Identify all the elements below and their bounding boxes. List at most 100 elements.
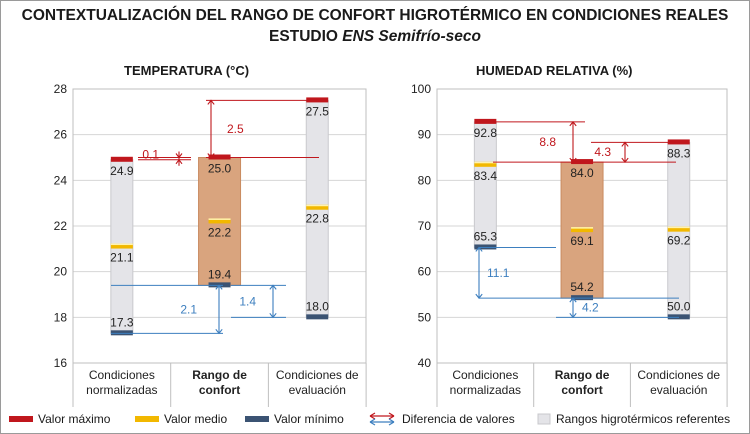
hum-ytick-label: 60	[418, 265, 432, 279]
temp-ytick-label: 18	[54, 310, 68, 324]
temp-marker-mid-highlight	[110, 243, 133, 246]
hum-diff-arrow-head	[621, 141, 629, 163]
legend-min-swatch	[245, 416, 269, 422]
hum-value-label-max: 88.3	[667, 146, 691, 160]
hum-marker-mid-highlight	[667, 226, 690, 229]
hum-plot-frame	[436, 88, 728, 364]
temp-diff-label: 0.1	[142, 148, 159, 162]
hum-marker-max	[667, 139, 690, 145]
hum-diff-label: 4.2	[582, 301, 599, 315]
hum-ytick-label: 50	[418, 310, 432, 324]
temp-value-label-max: 27.5	[306, 104, 330, 118]
hum-category-label: Condiciones	[452, 368, 518, 382]
temp-ytick-label: 28	[54, 82, 68, 96]
figure-title: CONTEXTUALIZACIÓN DEL RANGO DE CONFORT H…	[21, 7, 729, 24]
figure-subtitle: ESTUDIO ENS Semifrío-seco	[1, 28, 749, 46]
hum-diff-label: 11.1	[487, 266, 510, 280]
temp-ytick-label: 16	[54, 356, 68, 370]
hum-category-label: evaluación	[650, 383, 707, 397]
legend-mid: Valor medio	[135, 412, 227, 426]
temp-value-label-min: 17.3	[110, 315, 134, 329]
hum-marker-mid	[474, 161, 497, 167]
hum-category-label: Rango de	[555, 368, 610, 382]
legend-mid-swatch	[135, 416, 159, 422]
hum-category-label: confort	[561, 383, 602, 397]
legend-diff-arrows-icon	[369, 412, 395, 426]
temp-ytick-label: 20	[54, 265, 68, 279]
legend: Valor máximo Valor medio Valor mínimo Di…	[1, 408, 749, 430]
subtitle-prefix: ESTUDIO	[269, 28, 343, 45]
hum-ytick-label: 100	[411, 82, 431, 96]
temp-value-label-mid: 21.1	[110, 251, 134, 265]
temp-ytick-label: 26	[54, 128, 68, 142]
hum-category-label: normalizadas	[450, 383, 521, 397]
legend-diff-label: Diferencia de valores	[402, 412, 515, 426]
hum-category-label: Condiciones de	[637, 368, 720, 382]
hum-value-label-max: 84.0	[570, 166, 594, 180]
hum-ytick-label: 40	[418, 356, 432, 370]
hum-diff-label: 4.3	[594, 145, 611, 159]
hum-value-label-max: 92.8	[474, 126, 498, 140]
temp-value-label-min: 19.4	[208, 267, 232, 281]
legend-mid-label: Valor medio	[164, 412, 228, 426]
temp-value-label-max: 25.0	[208, 162, 232, 176]
temp-diff-arrow-head	[207, 99, 215, 159]
temp-category-label: confort	[199, 383, 240, 397]
temp-category-label: normalizadas	[86, 383, 157, 397]
temp-marker-mid	[110, 243, 133, 249]
legend-min: Valor mínimo	[245, 412, 344, 426]
temp-plot-frame	[72, 88, 367, 364]
legend-range: Rangos higrotérmicos referentes	[537, 412, 730, 426]
hum-marker-mid	[571, 227, 594, 233]
temp-marker-min	[306, 314, 329, 320]
hum-ytick-label: 90	[418, 128, 432, 142]
temp-value-label-mid: 22.8	[306, 212, 330, 226]
temp-diff-label: 1.4	[239, 294, 256, 308]
hum-value-label-min: 50.0	[667, 299, 691, 313]
legend-max: Valor máximo	[9, 412, 110, 426]
temp-value-label-max: 24.9	[110, 164, 134, 178]
humidity-chart-title: HUMEDAD RELATIVA (%)	[476, 63, 633, 78]
temp-diff-arrow-head	[215, 284, 223, 335]
hum-diff-arrow-head	[569, 297, 577, 319]
legend-range-swatch	[537, 413, 551, 425]
temp-marker-mid-highlight	[208, 218, 231, 220]
temp-ytick-label: 22	[54, 219, 68, 233]
hum-marker-mid	[667, 226, 690, 232]
temp-value-label-min: 18.0	[306, 299, 330, 313]
hum-ytick-label: 70	[418, 219, 432, 233]
hum-ytick-label: 80	[418, 173, 432, 187]
hum-diff-arrow-head	[569, 120, 577, 163]
hum-value-label-mid: 69.1	[570, 234, 594, 248]
temp-category-label: Condiciones	[89, 368, 155, 382]
hum-value-label-mid: 69.2	[667, 234, 691, 248]
temp-ytick-label: 24	[54, 173, 68, 187]
temp-marker-mid	[306, 204, 329, 210]
legend-diff: Diferencia de valores	[367, 412, 515, 426]
legend-range-label: Rangos higrotérmicos referentes	[556, 412, 731, 426]
hum-diff-arrow-head	[475, 246, 483, 300]
temp-category-label: evaluación	[289, 383, 346, 397]
temp-diff-arrow-head	[175, 153, 183, 165]
temp-category-label: Condiciones de	[276, 368, 359, 382]
temp-category-label: Rango de	[192, 368, 247, 382]
temp-value-label-mid: 22.2	[208, 225, 232, 239]
temp-diff-arrow-head	[269, 284, 277, 319]
hum-value-label-min: 65.3	[474, 229, 498, 243]
temp-marker-mid	[208, 218, 231, 224]
hum-value-label-mid: 83.4	[474, 169, 498, 183]
hum-diff-label: 8.8	[539, 135, 556, 149]
legend-max-swatch	[9, 416, 33, 422]
temp-marker-mid-highlight	[306, 204, 329, 207]
temp-diff-label: 2.5	[227, 122, 244, 136]
temp-marker-max	[110, 156, 133, 162]
hum-marker-max	[474, 118, 497, 124]
hum-value-label-min: 54.2	[570, 280, 594, 294]
temperature-chart-title: TEMPERATURA (°C)	[124, 63, 250, 78]
subtitle-study: ENS Semifrío-seco	[342, 28, 481, 45]
temp-diff-label: 2.1	[180, 302, 197, 316]
hum-marker-mid-highlight	[571, 227, 594, 229]
hum-marker-mid-highlight	[474, 161, 497, 164]
